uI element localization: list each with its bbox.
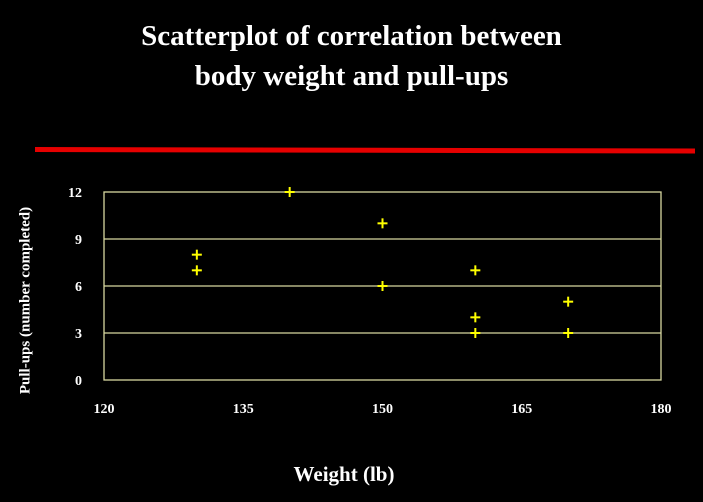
data-point-layer: [191, 187, 574, 338]
x-axis-label: Weight (lb): [293, 462, 395, 486]
x-tick-label-150: 150: [372, 402, 393, 417]
x-tick-label-135: 135: [233, 402, 254, 417]
y-tick-label-12: 12: [68, 186, 82, 201]
data-point-7: [470, 312, 481, 323]
y-tick-label-9: 9: [75, 233, 82, 248]
chart-title-line-1: Scatterplot of correlation between: [141, 20, 562, 52]
data-point-5: [377, 281, 388, 291]
tick-label-layer: 0 3 6 9 12 120 135 150 165 180: [68, 186, 672, 417]
x-tick-label-165: 165: [511, 402, 532, 417]
data-point-10: [563, 328, 574, 338]
data-point-8: [470, 328, 481, 338]
data-point-2: [191, 265, 202, 276]
data-point-1: [191, 249, 202, 260]
data-point-4: [377, 218, 388, 229]
data-point-9: [563, 296, 574, 307]
x-tick-label-120: 120: [94, 402, 115, 417]
y-tick-label-3: 3: [75, 327, 82, 342]
chart-title: Scatterplot of correlation between body …: [0, 16, 703, 96]
y-tick-label-0: 0: [75, 374, 82, 389]
data-point-6: [470, 265, 481, 276]
x-tick-label-180: 180: [651, 402, 672, 417]
y-axis-label: Pull-ups (number completed): [17, 206, 34, 395]
y-tick-label-6: 6: [75, 280, 82, 295]
chart-title-line-2: body weight and pull-ups: [194, 60, 509, 92]
data-point-3: [284, 187, 295, 197]
